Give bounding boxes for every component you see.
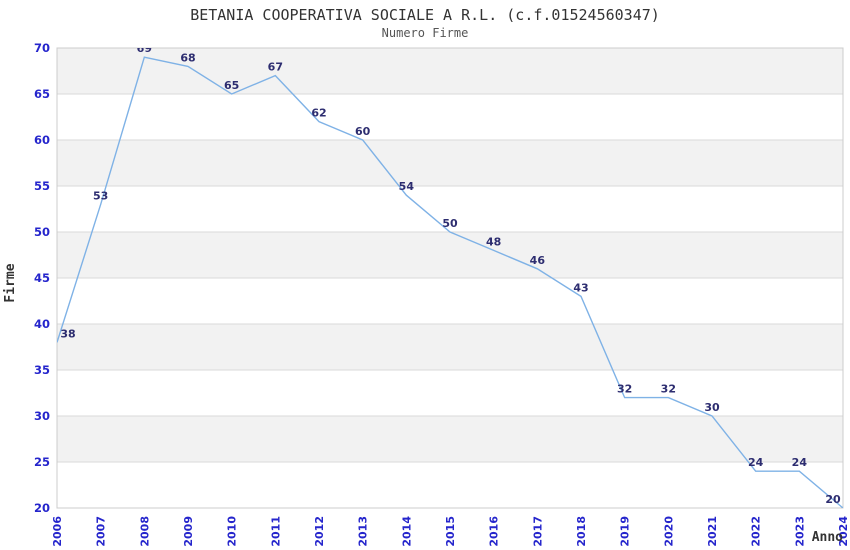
y-tick-label: 70	[34, 41, 50, 55]
chart-title: BETANIA COOPERATIVA SOCIALE A R.L. (c.f.…	[190, 6, 660, 24]
y-tick-label: 25	[34, 455, 50, 469]
x-tick-label: 2008	[138, 516, 151, 547]
y-tick-label: 50	[34, 225, 50, 239]
data-label: 30	[704, 401, 720, 414]
data-label: 62	[311, 107, 326, 120]
y-axis-title: Firme	[3, 263, 18, 302]
plot-border	[56, 47, 844, 509]
plot-bands	[57, 48, 843, 462]
y-tick-label: 45	[34, 271, 50, 285]
data-label: 24	[792, 456, 808, 469]
data-label: 43	[573, 281, 588, 294]
y-tick-label: 65	[34, 87, 50, 101]
data-label: 68	[180, 51, 195, 64]
data-line	[57, 56, 843, 508]
x-tick-label: 2020	[662, 516, 675, 547]
data-label: 54	[399, 180, 415, 193]
x-tick-label: 2007	[95, 516, 108, 547]
x-tick-label: 2010	[226, 516, 239, 547]
x-tick-label: 2014	[400, 516, 413, 547]
y-tick-label: 40	[34, 317, 50, 331]
band-row	[57, 140, 843, 186]
band-row	[57, 416, 843, 462]
data-label: 38	[60, 327, 75, 340]
data-labels: 38 53 69 68 65 67 62 60 54 50 48 46 43 32 32 30 24 24 20	[60, 42, 841, 506]
data-label: 48	[486, 235, 501, 248]
data-label: 60	[355, 125, 371, 138]
y-tick-label: 20	[34, 501, 50, 515]
data-label: 53	[93, 189, 108, 202]
y-tick-label: 35	[34, 363, 50, 377]
x-tick-label: 2023	[793, 516, 806, 547]
x-tick-label: 2013	[357, 516, 370, 547]
data-label: 69	[137, 42, 152, 55]
band-row	[57, 48, 843, 94]
x-tick-label: 2019	[619, 516, 632, 547]
x-tick-label: 2016	[488, 516, 501, 547]
data-label: 24	[748, 456, 764, 469]
x-axis-title: Anno	[812, 530, 843, 545]
data-label: 32	[661, 383, 676, 396]
data-label: 20	[825, 493, 841, 506]
y-tick-label: 30	[34, 409, 50, 423]
band-row	[57, 232, 843, 278]
y-tick-label: 55	[34, 179, 50, 193]
x-tick-label: 2012	[313, 516, 326, 547]
x-tick-label: 2015	[444, 516, 457, 547]
data-label: 50	[442, 217, 458, 230]
data-label: 32	[617, 383, 632, 396]
x-tick-label: 2006	[51, 516, 64, 547]
x-tick-label: 2018	[575, 516, 588, 547]
x-tick-label: 2024	[837, 516, 850, 547]
chart-subtitle: Numero Firme	[381, 26, 469, 40]
data-label: 65	[224, 79, 239, 92]
band-row	[57, 324, 843, 370]
x-tick-label: 2022	[750, 516, 763, 547]
y-tick-label: 60	[34, 133, 50, 147]
x-tick-label: 2017	[531, 516, 544, 547]
x-tick-label: 2009	[182, 516, 195, 547]
data-label: 46	[530, 254, 546, 267]
x-tick-label: 2011	[269, 516, 282, 547]
data-label: 67	[268, 61, 283, 74]
x-tick-label: 2021	[706, 516, 719, 547]
